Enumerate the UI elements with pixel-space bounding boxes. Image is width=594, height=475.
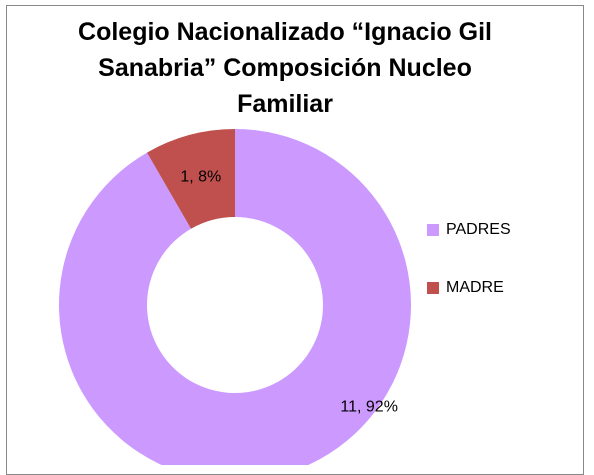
legend-label: MADRE — [446, 279, 504, 296]
chart-title: Colegio Nacionalizado “Ignacio Gil Sanab… — [78, 18, 492, 118]
chart: 11, 92% 1, 8% PADRES MADRE — [59, 129, 511, 465]
data-label: 1, 8% — [180, 169, 221, 186]
legend-label: PADRES — [446, 221, 511, 238]
slice — [59, 129, 411, 465]
legend-swatch — [427, 224, 439, 236]
data-label: 11, 92% — [340, 399, 398, 416]
legend-swatch — [427, 282, 439, 294]
slice — [147, 129, 235, 229]
